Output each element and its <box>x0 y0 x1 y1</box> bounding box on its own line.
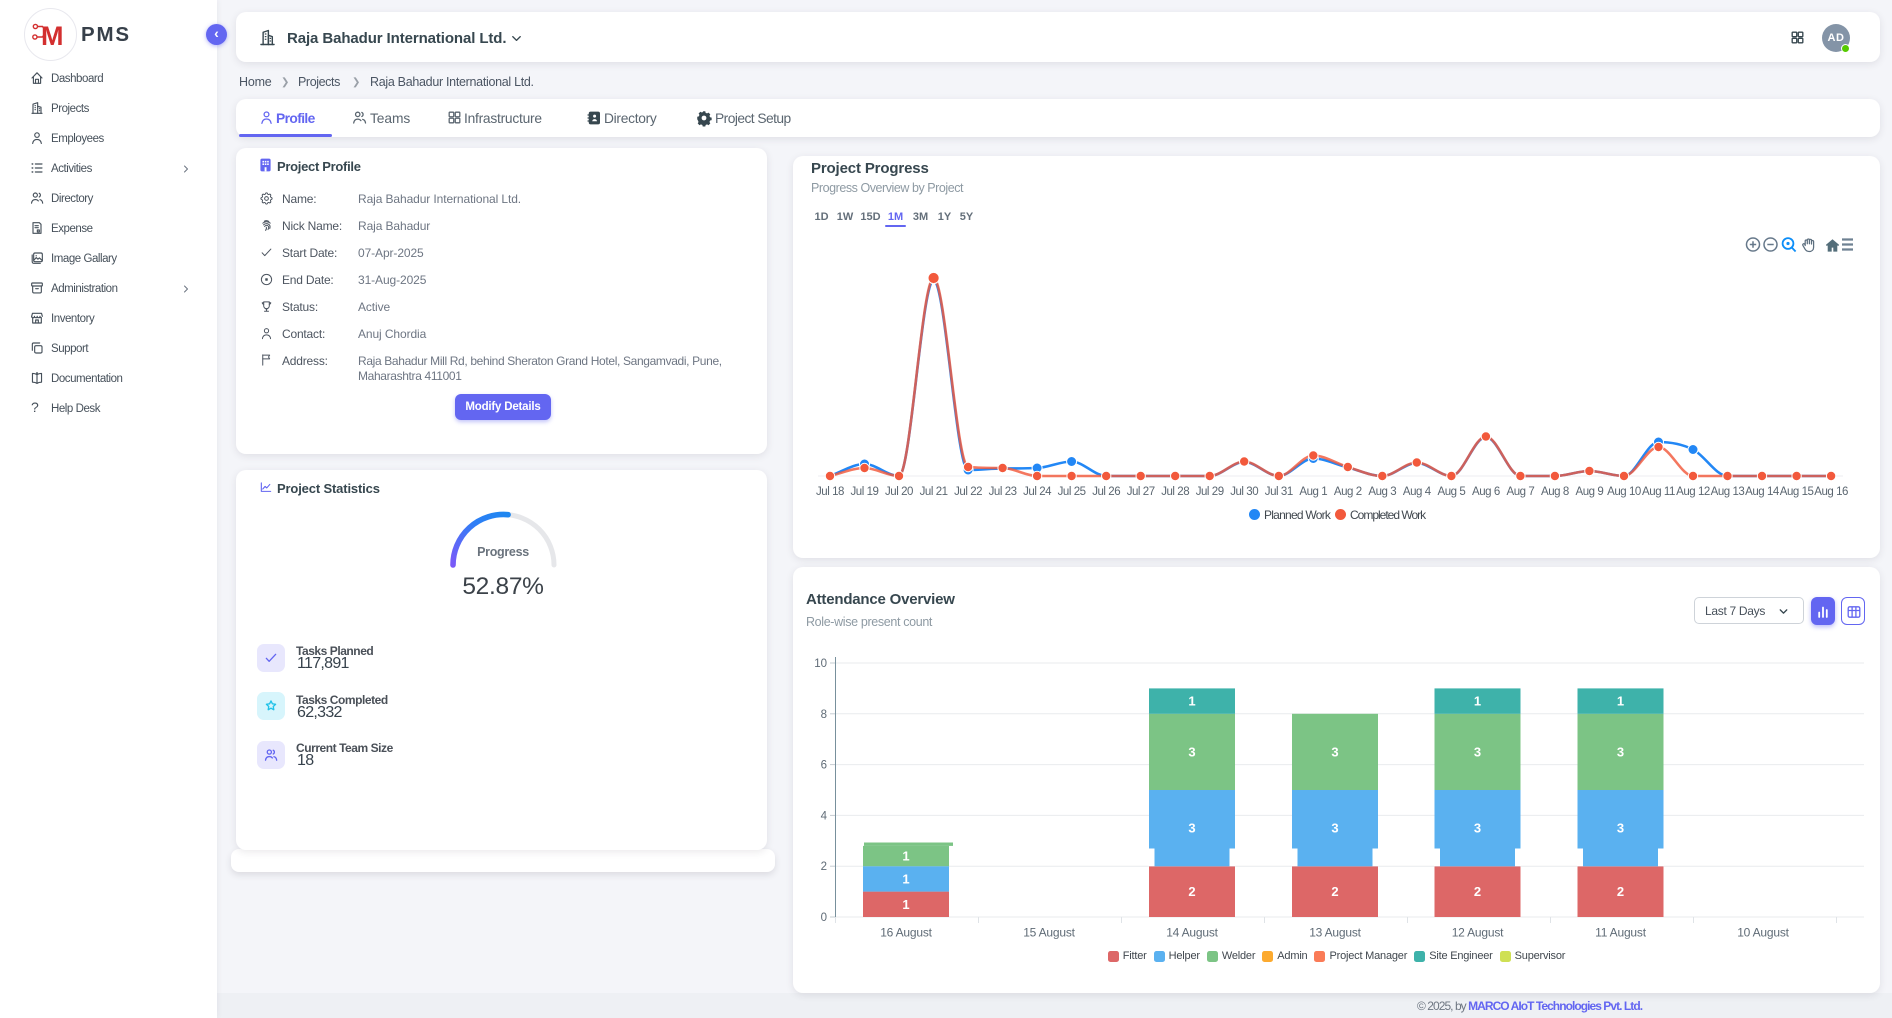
svg-text:Aug 14: Aug 14 <box>1745 486 1780 498</box>
svg-text:3: 3 <box>1188 744 1195 759</box>
svg-text:3: 3 <box>1617 744 1624 759</box>
svg-text:2: 2 <box>1474 884 1481 899</box>
svg-text:3: 3 <box>1617 821 1624 836</box>
svg-text:Jul 19: Jul 19 <box>851 486 879 498</box>
svg-text:Jul 29: Jul 29 <box>1196 486 1224 498</box>
svg-text:11 August: 11 August <box>1595 926 1647 940</box>
svg-text:3: 3 <box>1474 821 1481 836</box>
svg-text:Jul 27: Jul 27 <box>1127 486 1155 498</box>
svg-text:Aug 12: Aug 12 <box>1676 486 1710 498</box>
svg-text:3: 3 <box>1331 821 1338 836</box>
svg-text:Aug 11: Aug 11 <box>1642 486 1675 498</box>
svg-text:2: 2 <box>1331 884 1338 899</box>
svg-text:Jul 30: Jul 30 <box>1230 486 1258 498</box>
svg-text:Jul 21: Jul 21 <box>920 486 948 498</box>
svg-text:3: 3 <box>1331 744 1338 759</box>
svg-text:6: 6 <box>821 760 827 772</box>
svg-text:Jul 20: Jul 20 <box>885 486 913 498</box>
svg-text:4: 4 <box>821 810 828 822</box>
svg-text:Aug 5: Aug 5 <box>1437 486 1465 498</box>
svg-text:16 August: 16 August <box>880 926 932 940</box>
svg-text:Jul 24: Jul 24 <box>1023 486 1052 498</box>
svg-text:3: 3 <box>1474 744 1481 759</box>
svg-text:Jul 31: Jul 31 <box>1265 486 1293 498</box>
svg-text:8: 8 <box>821 709 827 721</box>
svg-text:Jul 18: Jul 18 <box>816 486 844 498</box>
svg-text:3: 3 <box>1188 821 1195 836</box>
svg-text:12 August: 12 August <box>1452 926 1504 940</box>
svg-text:1: 1 <box>1188 694 1195 709</box>
svg-text:15 August: 15 August <box>1023 926 1075 940</box>
svg-text:M: M <box>41 21 64 51</box>
svg-text:1: 1 <box>1617 694 1624 709</box>
svg-text:Jul 25: Jul 25 <box>1058 486 1086 498</box>
svg-text:2: 2 <box>821 861 827 873</box>
svg-text:Aug 7: Aug 7 <box>1506 486 1534 498</box>
svg-text:2: 2 <box>1617 884 1624 899</box>
svg-text:Aug 4: Aug 4 <box>1403 486 1432 498</box>
svg-text:Aug 10: Aug 10 <box>1607 486 1641 498</box>
svg-text:Jul 26: Jul 26 <box>1092 486 1120 498</box>
svg-text:Aug 2: Aug 2 <box>1334 486 1362 498</box>
svg-text:Jul 23: Jul 23 <box>989 486 1017 498</box>
svg-text:1: 1 <box>902 849 909 864</box>
svg-text:Aug 1: Aug 1 <box>1299 486 1327 498</box>
svg-text:Aug 8: Aug 8 <box>1541 486 1569 498</box>
svg-text:1: 1 <box>902 897 909 912</box>
svg-text:10 August: 10 August <box>1737 926 1789 940</box>
svg-text:Aug 6: Aug 6 <box>1472 486 1500 498</box>
svg-text:Aug 15: Aug 15 <box>1780 486 1814 498</box>
svg-text:Aug 9: Aug 9 <box>1575 486 1603 498</box>
svg-text:1: 1 <box>902 871 909 886</box>
svg-text:14 August: 14 August <box>1166 926 1218 940</box>
svg-text:2: 2 <box>1188 884 1195 899</box>
svg-text:Aug 13: Aug 13 <box>1711 486 1745 498</box>
svg-text:0: 0 <box>821 912 827 924</box>
svg-text:Jul 22: Jul 22 <box>954 486 982 498</box>
svg-text:Aug 16: Aug 16 <box>1814 486 1848 498</box>
svg-text:Jul 28: Jul 28 <box>1161 486 1189 498</box>
svg-text:13 August: 13 August <box>1309 926 1361 940</box>
svg-text:Aug 3: Aug 3 <box>1368 486 1396 498</box>
svg-text:1: 1 <box>1474 694 1481 709</box>
svg-text:10: 10 <box>814 658 827 670</box>
